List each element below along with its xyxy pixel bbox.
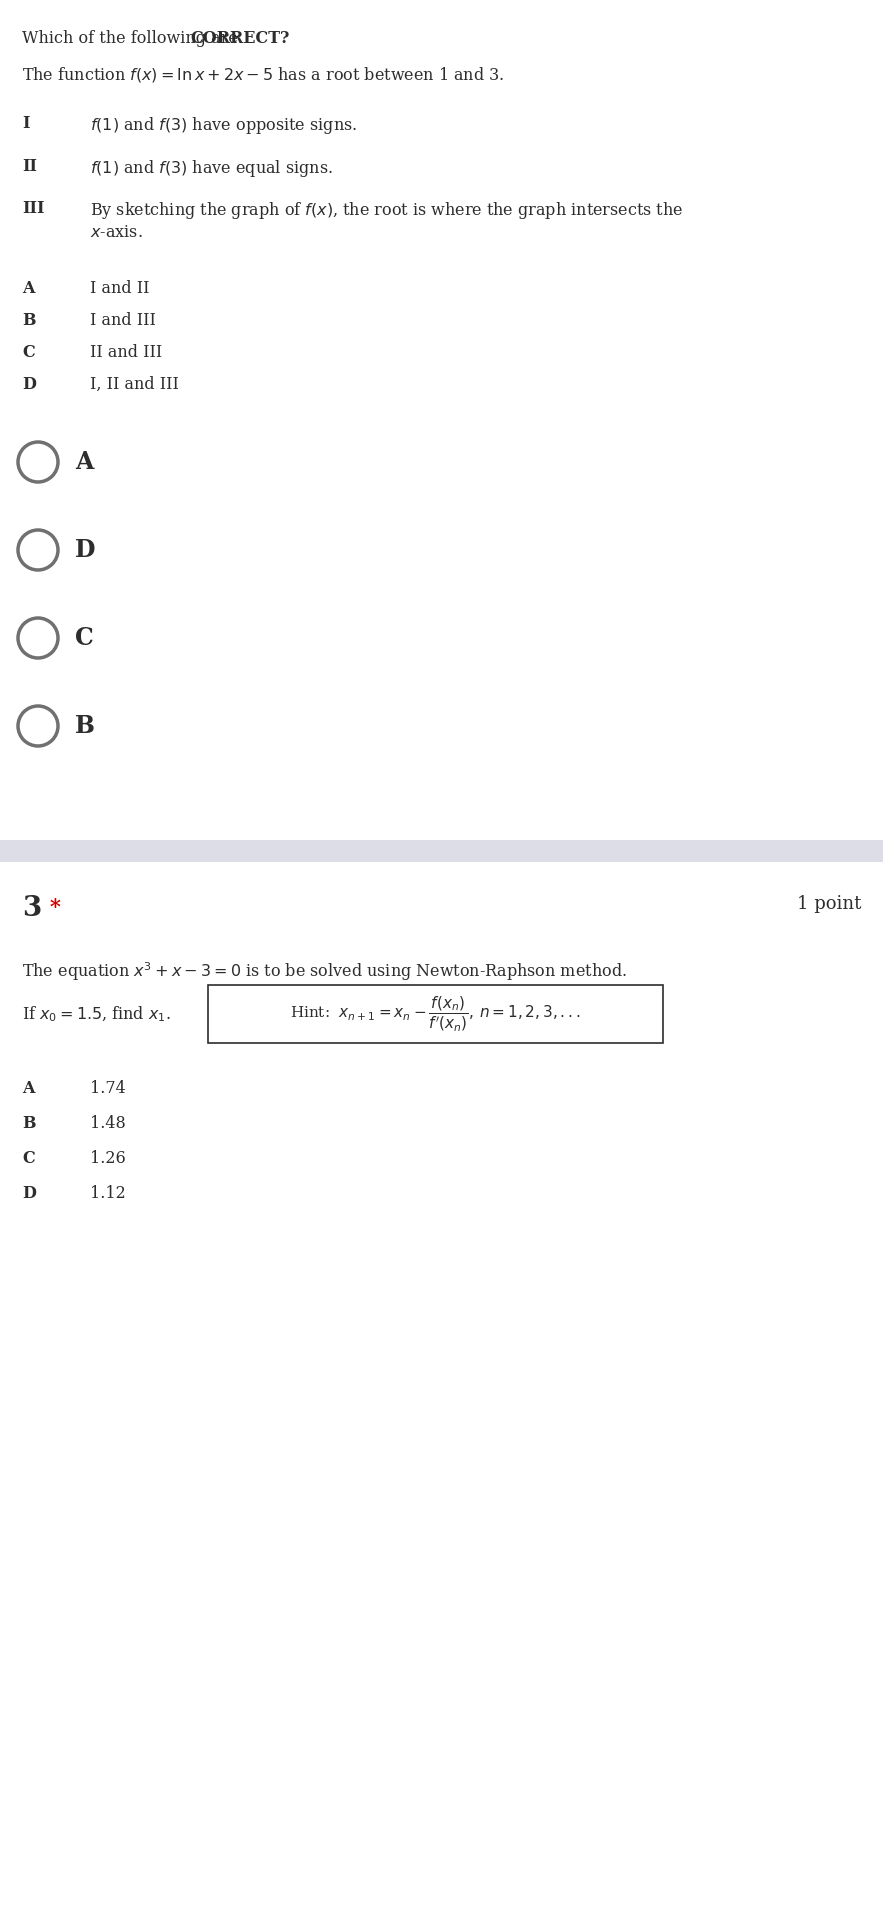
Text: II: II: [22, 158, 37, 176]
Text: B: B: [22, 313, 35, 328]
Text: A: A: [22, 1081, 34, 1096]
Text: Which of the following are: Which of the following are: [22, 31, 243, 46]
Text: I: I: [22, 116, 29, 131]
Text: Hint:  $x_{n+1}=x_n-\dfrac{f(x_n)}{f'(x_n)},\,n=1,2,3,...$: Hint: $x_{n+1}=x_n-\dfrac{f(x_n)}{f'(x_n…: [290, 994, 581, 1033]
Text: The equation $x^3+x-3=0$ is to be solved using Newton-Raphson method.: The equation $x^3+x-3=0$ is to be solved…: [22, 959, 627, 982]
Text: 1.48: 1.48: [90, 1116, 125, 1133]
Text: D: D: [22, 1185, 36, 1202]
Text: 1 point: 1 point: [796, 896, 861, 913]
Text: The function $f(x)=\ln x+2x-5$ has a root between 1 and 3.: The function $f(x)=\ln x+2x-5$ has a roo…: [22, 66, 504, 85]
Text: B: B: [22, 1116, 35, 1133]
Text: I, II and III: I, II and III: [90, 376, 179, 394]
Text: 1.74: 1.74: [90, 1081, 125, 1096]
Text: A: A: [75, 450, 94, 475]
Text: III: III: [22, 201, 44, 216]
Text: $f(1)$ and $f(3)$ have equal signs.: $f(1)$ and $f(3)$ have equal signs.: [90, 158, 333, 179]
Text: $x$-axis.: $x$-axis.: [90, 224, 143, 241]
Text: By sketching the graph of $f(x)$, the root is where the graph intersects the: By sketching the graph of $f(x)$, the ro…: [90, 201, 683, 222]
Text: CORRECT?: CORRECT?: [190, 31, 290, 46]
Text: A: A: [22, 280, 34, 297]
Text: I and II: I and II: [90, 280, 149, 297]
Text: B: B: [75, 714, 94, 737]
Text: 3: 3: [22, 896, 42, 923]
Text: 1.12: 1.12: [90, 1185, 125, 1202]
Text: 1.26: 1.26: [90, 1150, 125, 1168]
Text: D: D: [75, 538, 95, 562]
Text: *: *: [50, 897, 61, 917]
Text: C: C: [22, 344, 34, 361]
Text: D: D: [22, 376, 36, 394]
Text: C: C: [22, 1150, 34, 1168]
Text: C: C: [75, 625, 94, 650]
Text: I and III: I and III: [90, 313, 156, 328]
Text: If $x_0=1.5$, find $x_1$.: If $x_0=1.5$, find $x_1$.: [22, 1006, 171, 1025]
FancyBboxPatch shape: [208, 984, 663, 1042]
Text: II and III: II and III: [90, 344, 162, 361]
Text: $f(1)$ and $f(3)$ have opposite signs.: $f(1)$ and $f(3)$ have opposite signs.: [90, 116, 357, 135]
Bar: [0, 840, 883, 863]
